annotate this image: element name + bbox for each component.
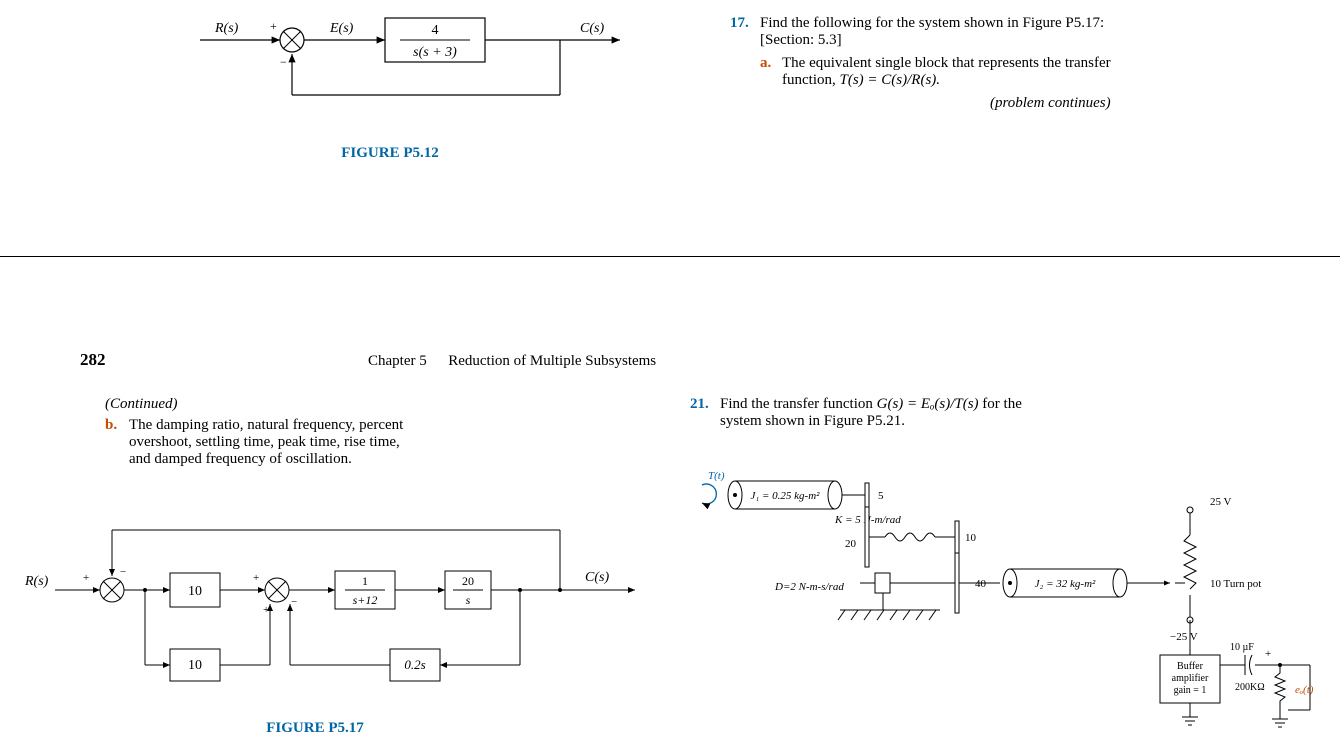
part-b-label: b. (105, 417, 129, 468)
problem-17-continued: (Continued) b. The damping ratio, natura… (105, 396, 650, 468)
sum-plus: + (270, 19, 277, 33)
p517-block2-num: 1 (362, 574, 368, 588)
p521-J2: J₂ = 32 kg-m² (1035, 578, 1096, 590)
p517-block1: 10 (188, 584, 202, 599)
continued-label: (Continued) (105, 396, 650, 413)
p521-neg25v: −25 V (1170, 631, 1198, 643)
p517-sum1-minus: − (120, 566, 126, 578)
p521-plus: + (1265, 648, 1271, 660)
p517-Rs: R(s) (24, 574, 49, 589)
sum-minus: − (280, 55, 287, 69)
part-a-math: T(s) = C(s)/R(s). (840, 72, 941, 88)
p21-line1-pre: Find the transfer function (720, 396, 877, 412)
part-a-label: a. (760, 55, 782, 89)
p517-block5: 0.2s (404, 657, 425, 672)
block-diagram-p517: R(s) + − 10 + + − 1 s+12 20 s C(s) (15, 505, 675, 745)
p517-block3-den: s (466, 593, 471, 607)
tf-den: s(s + 3) (413, 45, 457, 60)
problem-continues: (problem continues) (760, 95, 1111, 112)
problem-17-line2: [Section: 5.3] (760, 32, 842, 48)
p517-Cs: C(s) (585, 570, 609, 585)
page-header: 282 Chapter 5 Reduction of Multiple Subs… (80, 350, 1280, 370)
part-a-line2-pre: function, (782, 72, 840, 88)
p517-sum2-plus-top: + (253, 572, 259, 584)
p521-potlabel: 10 Turn pot (1210, 578, 1261, 590)
label-Es: E(s) (329, 21, 354, 36)
p517-sum2-minus: − (291, 596, 297, 608)
problem-17-line1: Find the following for the system shown … (760, 15, 1104, 31)
part-b-line2: overshoot, settling time, peak time, ris… (129, 434, 400, 450)
p21-line1-post: for the (979, 396, 1022, 412)
p521-25v: 25 V (1210, 496, 1232, 508)
label-Cs: C(s) (580, 21, 604, 36)
p521-buf1: Buffer (1177, 661, 1204, 672)
figure-p5-17: R(s) + − 10 + + − 1 s+12 20 s C(s) (15, 505, 675, 745)
figure-p5-12: R(s) + − E(s) 4 s(s + 3) C(s) FIGURE P5.… (180, 10, 680, 170)
p517-block4: 10 (188, 658, 202, 673)
p521-T: T(t) (708, 470, 725, 482)
problem-17-number: 17. (730, 15, 760, 112)
part-a-line1: The equivalent single block that represe… (782, 55, 1111, 71)
problem-21-number: 21. (690, 396, 720, 430)
p521-gear1: 5 (878, 490, 884, 502)
p517-block2-den: s+12 (353, 593, 378, 607)
p521-gear2a: 20 (845, 538, 857, 550)
problem-21: 21. Find the transfer function G(s) = Eₒ… (690, 396, 1310, 430)
page-divider (0, 256, 1340, 257)
p521-buf3: gain = 1 (1174, 685, 1207, 696)
label-Rs: R(s) (214, 21, 239, 36)
chapter-title: Reduction of Multiple Subsystems (448, 353, 656, 369)
part-b-line1: The damping ratio, natural frequency, pe… (129, 417, 403, 433)
p521-gear3a: 40 (975, 578, 987, 590)
chapter-label: Chapter 5 (368, 353, 427, 369)
p517-sum1-plus: + (83, 572, 89, 584)
problem-17: 17. Find the following for the system sh… (730, 15, 1320, 112)
p521-J1: J₁ = 0.25 kg-m² (751, 490, 821, 502)
p521-D: D=2 N-m-s/rad (774, 581, 844, 593)
figure-p5-21: T(t) J₁ = 0.25 kg-m² 5 K = 5 N-m/rad 20 … (680, 455, 1330, 745)
tf-num: 4 (432, 23, 439, 38)
p517-block3-num: 20 (462, 574, 474, 588)
part-b-line3: and damped frequency of oscillation. (129, 451, 352, 467)
p521-gear2b: 10 (965, 532, 977, 544)
p521-eo: eₒ(t) (1295, 684, 1314, 696)
p521-buf2: amplifier (1172, 673, 1209, 684)
diagram-p521: T(t) J₁ = 0.25 kg-m² 5 K = 5 N-m/rad 20 … (680, 455, 1330, 745)
page-number: 282 (80, 350, 106, 369)
p21-math: G(s) = Eₒ(s)/T(s) (877, 396, 979, 412)
p517-sum2-plus-bot: + (263, 604, 269, 616)
p521-cap: 10 µF (1230, 642, 1254, 653)
p21-line2: system shown in Figure P5.21. (720, 413, 905, 429)
p521-res: 200KΩ (1235, 682, 1265, 693)
